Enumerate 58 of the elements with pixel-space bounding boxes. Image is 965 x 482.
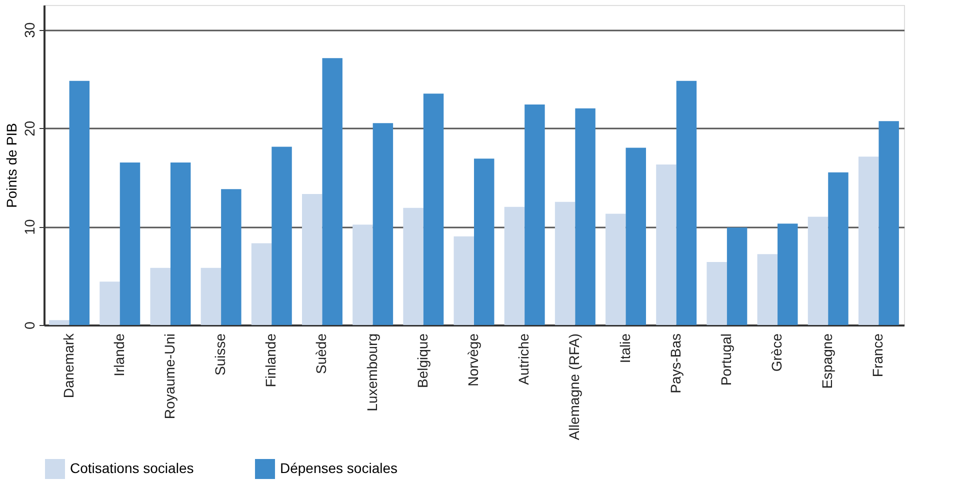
bar bbox=[828, 172, 848, 325]
bar bbox=[322, 58, 342, 325]
bar bbox=[706, 262, 727, 325]
bar bbox=[474, 158, 494, 325]
bar bbox=[372, 123, 394, 325]
x-tick-label: Grèce bbox=[768, 333, 785, 372]
x-tick-label: Irlande bbox=[110, 333, 127, 376]
bar bbox=[272, 146, 292, 325]
bar bbox=[251, 243, 272, 325]
bar bbox=[170, 162, 191, 325]
bar bbox=[504, 206, 525, 325]
x-tick-label: Espagne bbox=[819, 333, 836, 389]
x-tick-label: Finlande bbox=[262, 333, 279, 388]
x-tick-label: Norvège bbox=[465, 333, 481, 386]
bar bbox=[778, 224, 798, 325]
bar bbox=[69, 80, 90, 325]
x-tick-label: Belgique bbox=[414, 333, 430, 388]
bar bbox=[120, 162, 140, 325]
y-tick-label: 10 bbox=[22, 219, 38, 235]
bar bbox=[858, 156, 879, 325]
x-tick-label: Royaume-Uni bbox=[161, 334, 178, 420]
x-tick-label: Suède bbox=[313, 333, 330, 374]
bar bbox=[403, 208, 424, 325]
x-tick-label: Suisse bbox=[212, 333, 228, 376]
x-tick-label: France bbox=[870, 333, 886, 378]
bar bbox=[302, 194, 322, 325]
bar bbox=[606, 214, 626, 325]
x-tick-label: Portugal bbox=[718, 334, 734, 386]
bar bbox=[100, 282, 120, 325]
x-tick-label: Danemark bbox=[60, 332, 76, 398]
bar bbox=[454, 236, 474, 325]
bar bbox=[49, 320, 70, 325]
bar bbox=[352, 224, 373, 325]
bar bbox=[757, 254, 778, 325]
x-tick-label: Pays-Bas bbox=[667, 334, 684, 394]
bar bbox=[423, 94, 444, 325]
x-tick-label: Italie bbox=[616, 333, 633, 364]
y-tick-label: 0 bbox=[22, 321, 38, 330]
x-tick-label: Allemagne (RFA) bbox=[566, 334, 582, 440]
bar bbox=[626, 148, 646, 325]
y-tick-label: 20 bbox=[22, 120, 38, 136]
x-tick-label: Luxembourg bbox=[364, 334, 380, 412]
bar bbox=[878, 121, 899, 325]
y-axis-title: Points de PIB bbox=[4, 123, 20, 208]
bar bbox=[575, 108, 596, 325]
bar bbox=[808, 216, 828, 325]
bar bbox=[656, 164, 676, 325]
bar bbox=[200, 268, 222, 325]
bar bbox=[524, 104, 545, 325]
bar bbox=[221, 189, 242, 325]
y-tick-label: 30 bbox=[22, 22, 38, 38]
legend-label: Dépenses sociales bbox=[280, 460, 398, 476]
bar bbox=[150, 268, 170, 325]
bar bbox=[726, 228, 748, 325]
bar bbox=[676, 80, 697, 325]
legend-label: Cotisations sociales bbox=[70, 460, 194, 476]
bar bbox=[554, 202, 576, 325]
x-tick-label: Autriche bbox=[516, 333, 532, 385]
